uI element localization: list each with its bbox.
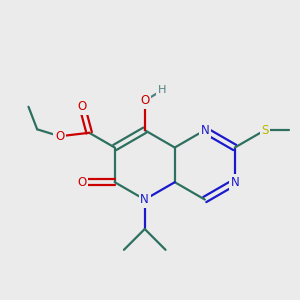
Text: O: O xyxy=(78,100,87,113)
Text: N: N xyxy=(200,124,209,137)
Text: N: N xyxy=(230,176,239,189)
Text: O: O xyxy=(55,130,64,143)
Text: H: H xyxy=(158,85,166,95)
Text: O: O xyxy=(140,94,149,107)
Text: O: O xyxy=(77,176,86,189)
Text: S: S xyxy=(261,124,268,137)
Text: N: N xyxy=(140,193,149,206)
